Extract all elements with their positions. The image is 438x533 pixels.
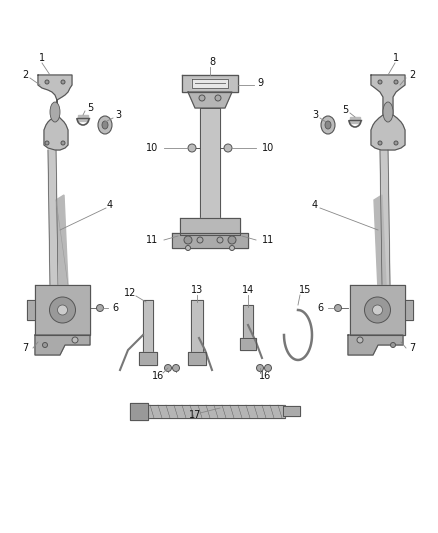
Circle shape	[391, 343, 396, 348]
Text: 10: 10	[262, 143, 274, 153]
Ellipse shape	[383, 102, 393, 122]
Polygon shape	[172, 233, 248, 248]
Circle shape	[378, 80, 382, 84]
Circle shape	[57, 305, 67, 315]
Polygon shape	[191, 300, 203, 355]
Polygon shape	[200, 108, 220, 220]
Text: 1: 1	[393, 53, 399, 63]
Circle shape	[372, 305, 382, 315]
Text: 2: 2	[22, 70, 28, 80]
Circle shape	[186, 246, 191, 251]
Text: 6: 6	[317, 303, 323, 313]
Ellipse shape	[325, 121, 331, 129]
Circle shape	[188, 144, 196, 152]
Polygon shape	[374, 195, 386, 290]
Text: 1: 1	[39, 53, 45, 63]
Polygon shape	[56, 195, 68, 290]
Text: 14: 14	[242, 285, 254, 295]
Text: 7: 7	[22, 343, 28, 353]
Circle shape	[357, 337, 363, 343]
Text: 3: 3	[115, 110, 121, 120]
Polygon shape	[350, 285, 405, 335]
Polygon shape	[283, 406, 300, 416]
Text: 15: 15	[299, 285, 311, 295]
Polygon shape	[145, 405, 285, 418]
Polygon shape	[35, 335, 90, 355]
Text: 2: 2	[409, 70, 415, 80]
Polygon shape	[38, 75, 72, 150]
Circle shape	[45, 141, 49, 145]
Polygon shape	[405, 300, 413, 320]
Polygon shape	[192, 79, 228, 88]
Circle shape	[173, 365, 180, 372]
Circle shape	[228, 236, 236, 244]
Text: 6: 6	[112, 303, 118, 313]
Circle shape	[49, 297, 75, 323]
Polygon shape	[143, 300, 153, 355]
Ellipse shape	[50, 102, 60, 122]
Circle shape	[224, 144, 232, 152]
Circle shape	[378, 141, 382, 145]
Text: 13: 13	[191, 285, 203, 295]
Text: 16: 16	[259, 371, 271, 381]
Text: 9: 9	[257, 78, 263, 88]
Circle shape	[217, 237, 223, 243]
Circle shape	[199, 95, 205, 101]
Circle shape	[197, 237, 203, 243]
Polygon shape	[48, 150, 58, 285]
Polygon shape	[180, 218, 240, 235]
Text: 8: 8	[209, 57, 215, 67]
Polygon shape	[380, 150, 390, 285]
Polygon shape	[240, 338, 256, 350]
Circle shape	[230, 246, 234, 251]
Text: 3: 3	[312, 110, 318, 120]
Circle shape	[364, 297, 391, 323]
Circle shape	[72, 337, 78, 343]
Text: 5: 5	[87, 103, 93, 113]
Ellipse shape	[98, 116, 112, 134]
Polygon shape	[350, 117, 360, 123]
Polygon shape	[243, 305, 253, 340]
Circle shape	[394, 141, 398, 145]
Text: 4: 4	[312, 200, 318, 210]
Circle shape	[265, 365, 272, 372]
Text: 12: 12	[124, 288, 136, 298]
Text: 7: 7	[409, 343, 415, 353]
Circle shape	[335, 304, 342, 311]
Text: 4: 4	[107, 200, 113, 210]
Polygon shape	[35, 285, 90, 335]
Circle shape	[61, 80, 65, 84]
Circle shape	[215, 95, 221, 101]
Circle shape	[42, 343, 47, 348]
Circle shape	[61, 141, 65, 145]
Polygon shape	[188, 352, 206, 365]
Polygon shape	[27, 300, 35, 320]
Polygon shape	[130, 403, 148, 420]
Circle shape	[184, 236, 192, 244]
Polygon shape	[188, 92, 232, 108]
Circle shape	[394, 80, 398, 84]
Polygon shape	[139, 352, 157, 365]
Ellipse shape	[102, 121, 108, 129]
Circle shape	[96, 304, 103, 311]
Text: 16: 16	[152, 371, 164, 381]
Polygon shape	[182, 75, 238, 92]
Text: 17: 17	[189, 410, 201, 420]
Circle shape	[165, 365, 172, 372]
Text: 10: 10	[146, 143, 158, 153]
Polygon shape	[371, 75, 405, 150]
Ellipse shape	[321, 116, 335, 134]
Text: 11: 11	[262, 235, 274, 245]
Circle shape	[45, 80, 49, 84]
Text: 5: 5	[342, 105, 348, 115]
Text: 11: 11	[146, 235, 158, 245]
Polygon shape	[78, 115, 88, 121]
Circle shape	[257, 365, 264, 372]
Polygon shape	[348, 335, 403, 355]
